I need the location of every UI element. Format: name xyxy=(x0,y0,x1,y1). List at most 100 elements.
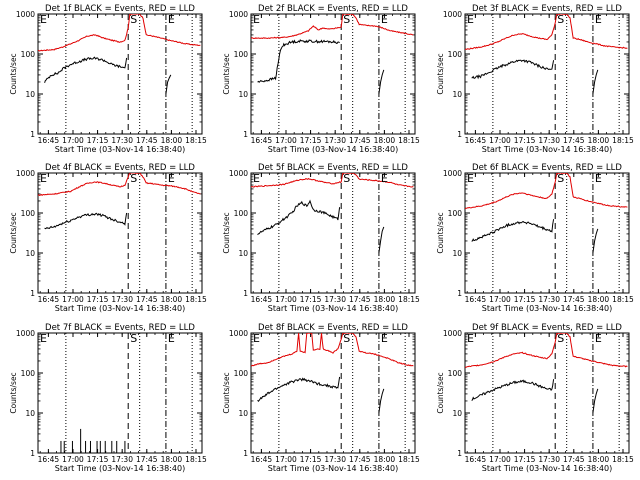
y-axis-label: Counts/sec xyxy=(222,212,231,253)
time-flag-e: E xyxy=(40,332,47,345)
y-tick-label: 1 xyxy=(457,449,462,458)
x-axis-label: Start Time (03-Nov-14 16:38:40) xyxy=(268,464,398,473)
x-tick-label: 18:15 xyxy=(612,455,634,464)
y-tick-label: 100 xyxy=(448,369,463,378)
lld-series-line xyxy=(465,333,628,368)
x-tick-label: 16:45 xyxy=(251,295,273,304)
time-flag-s: S xyxy=(343,332,350,345)
x-tick-label: 17:15 xyxy=(514,455,536,464)
y-tick-label: 1000 xyxy=(16,10,35,19)
data-layer xyxy=(251,173,414,254)
time-flag-e: E xyxy=(40,13,47,26)
x-axis-label: Start Time (03-Nov-14 16:38:40) xyxy=(482,464,612,473)
x-tick-label: 17:15 xyxy=(300,455,322,464)
events-series-line xyxy=(471,59,555,80)
x-tick-label: 17:45 xyxy=(136,295,158,304)
x-tick-label: 17:45 xyxy=(349,136,371,145)
y-tick-label: 1 xyxy=(243,289,248,298)
x-tick-label: 17:15 xyxy=(514,136,536,145)
panel-title: Det 9f BLACK = Events, RED = LLD xyxy=(472,323,622,333)
x-tick-label: 17:30 xyxy=(111,136,133,145)
x-axis-label: Start Time (03-Nov-14 16:38:40) xyxy=(268,304,398,313)
x-tick-label: 17:30 xyxy=(538,295,560,304)
x-axis-label: Start Time (03-Nov-14 16:38:40) xyxy=(55,145,185,154)
events-series-line-post xyxy=(378,388,385,414)
y-tick-label: 1 xyxy=(243,449,248,458)
x-axis-label: Start Time (03-Nov-14 16:38:40) xyxy=(482,304,612,313)
events-series-line-post xyxy=(592,228,599,254)
y-tick-label: 1000 xyxy=(443,169,462,178)
y-tick-label: 100 xyxy=(21,209,36,218)
x-tick-label: 17:45 xyxy=(563,295,585,304)
y-tick-label: 1000 xyxy=(229,329,248,338)
x-tick-label: 17:45 xyxy=(563,455,585,464)
time-flag-e: E xyxy=(381,13,388,26)
detector-panel-4: Det 4f BLACK = Events, RED = LLD 1 10 100 10… xyxy=(9,163,207,313)
events-series-line xyxy=(44,56,128,83)
y-tick-label: 1000 xyxy=(229,10,248,19)
y-tick-label: 1 xyxy=(30,130,35,139)
time-flag-e: E xyxy=(595,13,602,26)
detector-panel-8: Det 8f BLACK = Events, RED = LLD 1 10 100 10… xyxy=(222,323,420,473)
y-axis-label: Counts/sec xyxy=(9,212,18,253)
x-tick-label: 16:45 xyxy=(465,455,487,464)
detector-panel-2: Det 2f BLACK = Events, RED = LLD 1 10 100 10… xyxy=(222,4,420,154)
y-axis-label: Counts/sec xyxy=(436,212,445,253)
events-series-line xyxy=(257,376,341,402)
events-series-line xyxy=(44,212,128,230)
y-tick-label: 100 xyxy=(234,50,249,59)
time-flag-e: E xyxy=(253,332,260,345)
plot-frame xyxy=(250,332,416,454)
plot-frame xyxy=(250,172,416,294)
x-tick-label: 17:00 xyxy=(62,455,84,464)
time-flag-e: E xyxy=(168,13,175,26)
events-series-line xyxy=(257,39,340,83)
x-tick-label: 16:45 xyxy=(251,136,273,145)
data-layer xyxy=(38,173,201,230)
time-flag-e: E xyxy=(168,172,175,185)
x-tick-label: 17:30 xyxy=(324,455,346,464)
panel-title: Det 7f BLACK = Events, RED = LLD xyxy=(45,323,195,333)
y-tick-label: 1000 xyxy=(443,10,462,19)
x-tick-label: 18:15 xyxy=(185,455,207,464)
x-tick-label: 17:00 xyxy=(62,295,84,304)
x-tick-label: 18:00 xyxy=(374,136,396,145)
x-tick-label: 16:45 xyxy=(38,136,60,145)
y-axis-label: Counts/sec xyxy=(436,53,445,94)
detector-panel-1: Det 1f BLACK = Events, RED = LLD 1 10 100 10… xyxy=(9,4,207,154)
x-axis-label: Start Time (03-Nov-14 16:38:40) xyxy=(482,145,612,154)
data-layer xyxy=(251,333,414,414)
time-flag-e: E xyxy=(253,13,260,26)
events-series-line xyxy=(471,379,555,401)
x-tick-label: 17:00 xyxy=(275,136,297,145)
events-series-line xyxy=(257,199,341,236)
x-tick-label: 16:45 xyxy=(38,455,60,464)
events-series-line-post xyxy=(592,69,599,95)
y-tick-label: 1000 xyxy=(443,329,462,338)
y-tick-label: 10 xyxy=(25,409,35,418)
data-layer xyxy=(465,173,628,254)
x-axis-label: Start Time (03-Nov-14 16:38:40) xyxy=(268,145,398,154)
lld-series-line xyxy=(38,14,201,52)
x-tick-label: 17:15 xyxy=(87,455,109,464)
data-layer xyxy=(251,14,414,95)
x-tick-label: 17:00 xyxy=(275,455,297,464)
data-layer xyxy=(60,428,126,453)
y-axis-label: Counts/sec xyxy=(9,372,18,413)
time-flag-e: E xyxy=(381,172,388,185)
events-series-line-post xyxy=(592,388,599,414)
x-tick-label: 17:45 xyxy=(563,136,585,145)
x-tick-label: 17:30 xyxy=(111,295,133,304)
x-tick-label: 18:00 xyxy=(588,295,610,304)
data-layer xyxy=(38,14,201,95)
time-flag-e: E xyxy=(381,332,388,345)
x-tick-label: 18:00 xyxy=(374,455,396,464)
data-layer xyxy=(465,333,628,414)
y-tick-label: 10 xyxy=(238,249,248,258)
x-tick-label: 17:00 xyxy=(489,455,511,464)
x-tick-label: 16:45 xyxy=(465,136,487,145)
lld-series-line xyxy=(38,173,201,196)
time-flag-s: S xyxy=(557,13,564,26)
x-tick-label: 18:00 xyxy=(588,136,610,145)
x-tick-label: 18:00 xyxy=(161,136,183,145)
